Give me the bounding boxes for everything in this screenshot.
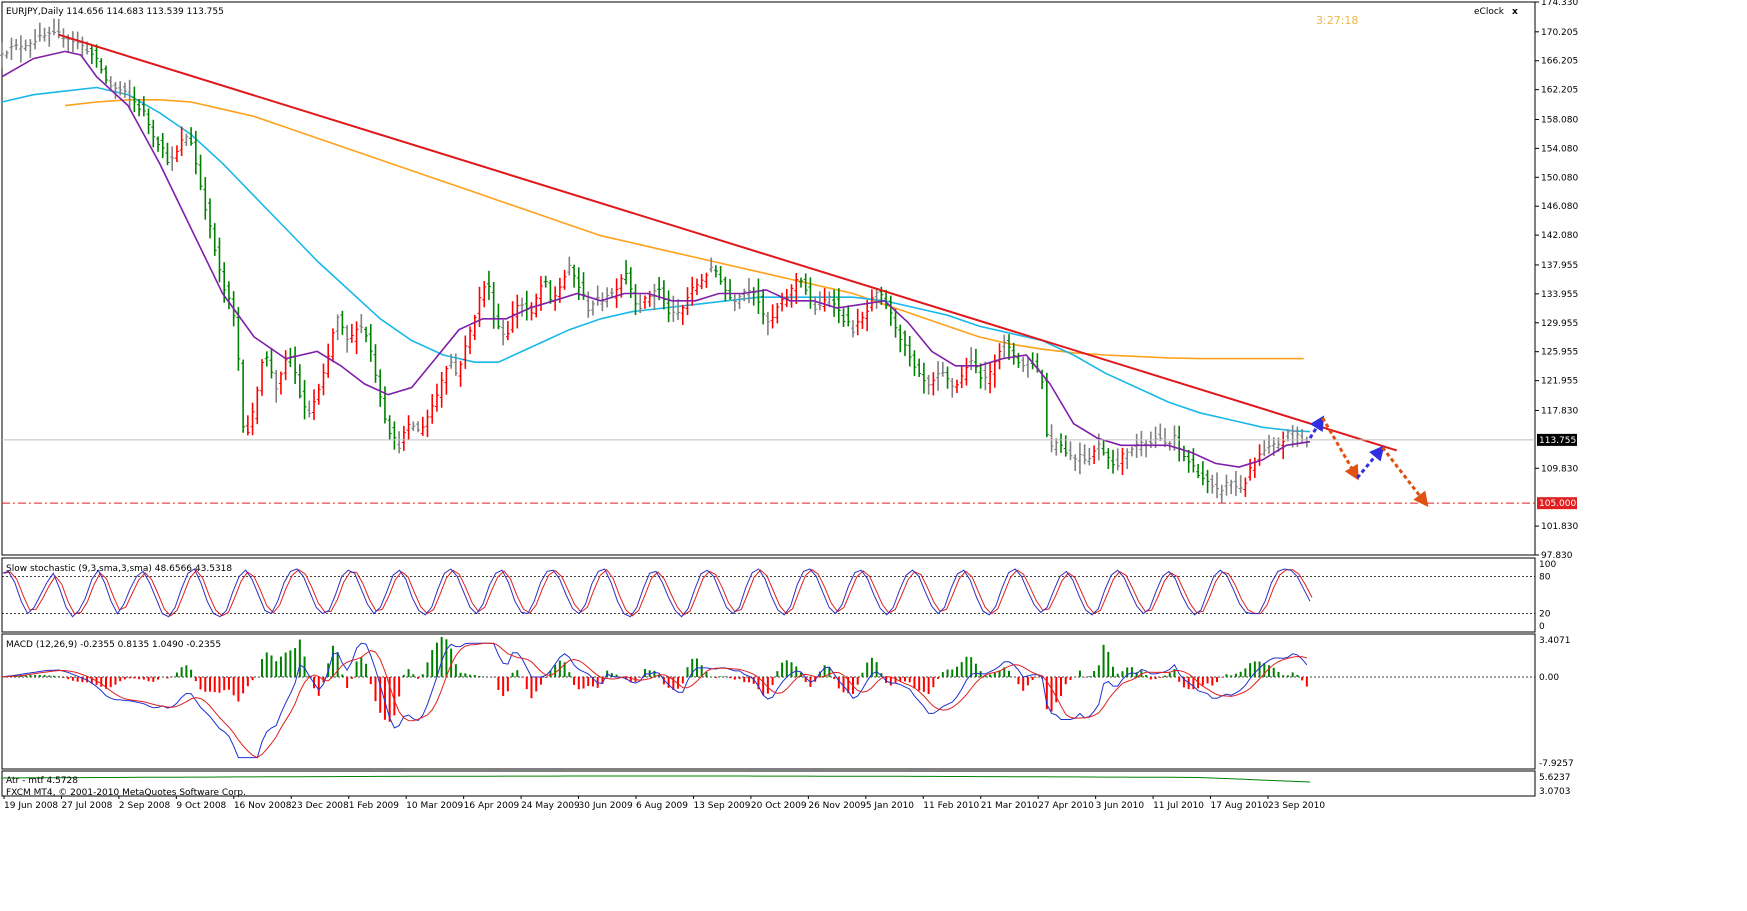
stochastic-tick-label: 0 (1539, 622, 1545, 632)
stochastic-main-line (1, 568, 1311, 618)
ma-slow-line (64, 99, 1304, 360)
macd-title: MACD (12,26,9) -0.2355 0.8135 1.0490 -0.… (6, 640, 221, 650)
price-tick-label: 150.080 (1541, 173, 1578, 183)
price-tick-label: 117.830 (1541, 406, 1578, 416)
panel-frame (1, 633, 1536, 770)
time-axis: 19 Jun 2008 27 Jul 2008 2 Sep 2008 9 Oct 20… (3, 796, 1325, 811)
price-tick-label: 162.205 (1541, 86, 1578, 96)
price-tick-label: 129.955 (1541, 319, 1578, 329)
time-tick-label: 20 Oct 2009 (751, 801, 807, 811)
ma-mid-line (1, 86, 1311, 433)
price-tick-label: 146.080 (1541, 202, 1578, 212)
forecast-up-arrow (1308, 415, 1325, 439)
time-tick-label: 3 Jun 2010 (1096, 801, 1145, 811)
symbol-title: EURJPY,Daily 114.656 114.683 113.539 113… (6, 7, 224, 17)
macd-tick-label: -7.9257 (1539, 759, 1574, 769)
support-label: 105.000 (1539, 499, 1576, 509)
time-tick-label: 24 May 2009 (521, 801, 580, 811)
atr-tick-label: 5.6237 (1539, 773, 1571, 783)
ma-fast-line (1, 50, 1311, 468)
price-tick-label: 133.955 (1541, 290, 1578, 300)
stochastic-tick-label: 80 (1539, 572, 1551, 582)
time-tick-label: 6 Aug 2009 (636, 801, 688, 811)
macd-main-line (1, 642, 1308, 759)
time-tick-label: 27 Apr 2010 (1038, 801, 1094, 811)
time-tick-label: 23 Sep 2010 (1268, 801, 1325, 811)
time-tick-label: 19 Jun 2008 (4, 801, 58, 811)
macd-tick-label: 0.00 (1539, 673, 1559, 683)
price-panel[interactable] (0, 18, 1535, 507)
ma-mid-line (1, 86, 1311, 433)
time-tick-label: 5 Jan 2010 (866, 801, 914, 811)
forecast-down-arrow (1321, 417, 1359, 481)
time-tick-label: 27 Jul 2008 (61, 801, 112, 811)
trendline (58, 33, 1397, 452)
price-tick-label: 174.330 (1541, 0, 1578, 8)
current-price-tag (1537, 433, 1577, 446)
time-tick-label: 11 Feb 2010 (923, 801, 979, 811)
time-tick-label: 26 Nov 2009 (808, 801, 866, 811)
price-tick-label: 125.955 (1541, 348, 1578, 358)
price-tick-label: 170.205 (1541, 28, 1578, 38)
time-tick-label: 17 Aug 2010 (1211, 801, 1269, 811)
stochastic-title: Slow stochastic (9,3,sma,3,sma) 48.6566 … (6, 564, 232, 574)
atr-title: Atr - mtf 4.5728 (6, 776, 78, 786)
atr-tick-label: 3.0703 (1539, 787, 1571, 797)
atr-line (1, 775, 1311, 783)
price-tick-label: 109.830 (1541, 464, 1578, 474)
price-tick-label: 97.830 (1541, 551, 1573, 561)
current-price-label: 113.755 (1539, 436, 1576, 446)
time-tick-label: 21 Mar 2010 (981, 801, 1038, 811)
clock-time: 3:27:18 (1316, 14, 1358, 27)
support-tag (1537, 497, 1577, 510)
time-tick-label: 30 Jun 2009 (579, 801, 633, 811)
price-tick-label: 142.080 (1541, 231, 1578, 241)
time-tick-label: 2 Sep 2008 (119, 801, 171, 811)
macd-panel[interactable]: 3.4071 0.00 -7.9257 (1, 636, 1574, 769)
forecast-arrows (1308, 415, 1429, 507)
price-tick-label: 101.830 (1541, 522, 1578, 532)
time-tick-label: 9 Oct 2008 (176, 801, 226, 811)
stochastic-tick-label: 20 (1539, 610, 1551, 620)
price-tick-label: 158.080 (1541, 115, 1578, 125)
macd-signal-line (1, 642, 1307, 759)
stochastic-tick-label: 100 (1539, 560, 1556, 570)
time-tick-label: 16 Apr 2009 (464, 801, 520, 811)
time-tick-label: 16 Nov 2008 (234, 801, 292, 811)
panel-frame (1, 557, 1536, 633)
stochastic-panel[interactable]: 100 80 20 0 (1, 560, 1556, 632)
time-tick-label: 23 Dec 2008 (291, 801, 349, 811)
time-tick-label: 13 Sep 2009 (693, 801, 750, 811)
trendline (58, 33, 1397, 452)
panel-frame (1, 1, 1536, 556)
time-tick-label: 11 Jul 2010 (1153, 801, 1204, 811)
time-tick-label: 10 Mar 2009 (406, 801, 463, 811)
forecast-down-arrow (1381, 446, 1429, 507)
time-tick-label: 1 Feb 2009 (349, 801, 400, 811)
ma-slow-line (64, 99, 1304, 360)
price-tick-label: 137.955 (1541, 261, 1578, 271)
copyright-text: FXCM MT4, © 2001-2010 MetaQuotes Softwar… (6, 788, 246, 798)
price-bars (0, 18, 1309, 504)
panel-frame (1, 770, 1536, 797)
price-tick-label: 121.955 (1541, 377, 1578, 387)
eclock-close-icon[interactable]: x (1512, 7, 1518, 17)
atr-panel[interactable]: 5.6237 3.0703 (1, 773, 1571, 797)
panel-frames (1, 1, 1536, 797)
eclock-label: eClock (1474, 7, 1505, 17)
price-tick-label: 154.080 (1541, 144, 1578, 154)
ma-fast-line (1, 50, 1311, 468)
price-tick-label: 166.205 (1541, 57, 1578, 67)
price-axis: 174.330 170.205 166.205 162.205 158.080 154.0… (1535, 0, 1578, 561)
macd-tick-label: 3.4071 (1539, 636, 1571, 646)
